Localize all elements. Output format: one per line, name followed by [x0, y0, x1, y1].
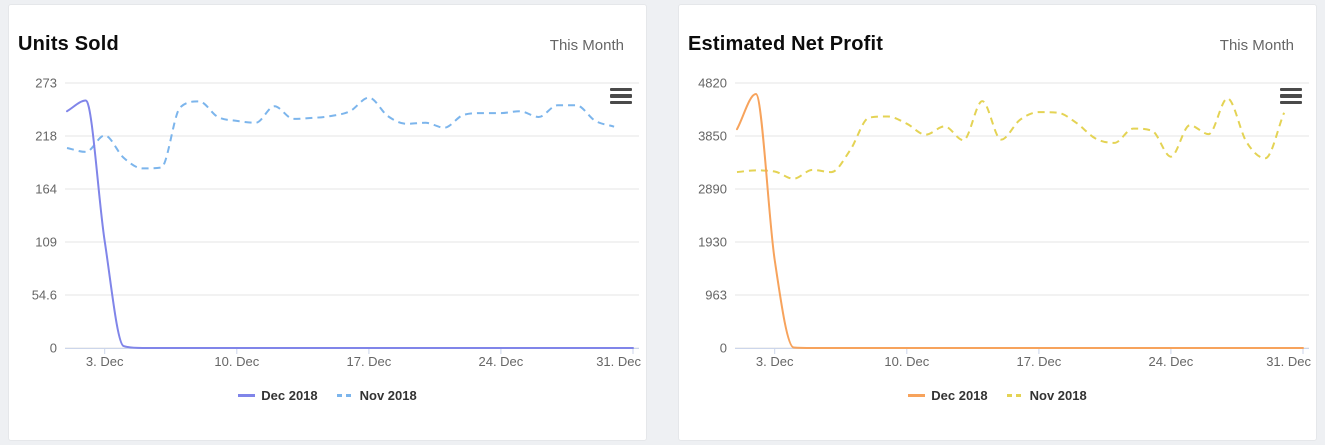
- svg-text:54.6: 54.6: [32, 288, 57, 303]
- series-lines: [736, 93, 1304, 349]
- legend-marker-solid-line: [908, 394, 926, 397]
- svg-text:31. Dec: 31. Dec: [596, 354, 641, 369]
- x-axis-labels: 3. Dec 10. Dec 17. Dec 24. Dec 31. Dec: [86, 354, 642, 369]
- legend-item-dec-2018[interactable]: Dec 2018: [908, 388, 988, 403]
- period-label: This Month: [549, 37, 624, 54]
- legend-label: Dec 2018: [931, 388, 988, 403]
- chart-legend: Dec 2018 Nov 2018: [679, 388, 1316, 403]
- svg-text:2890: 2890: [698, 182, 727, 197]
- period-label: This Month: [1219, 37, 1294, 54]
- svg-text:218: 218: [35, 129, 57, 144]
- svg-text:3850: 3850: [698, 129, 727, 144]
- chart-context-menu-button[interactable]: [1280, 88, 1302, 104]
- series-line-nov-2018: [66, 96, 615, 170]
- svg-text:24. Dec: 24. Dec: [1148, 354, 1193, 369]
- legend-label: Nov 2018: [1029, 388, 1087, 403]
- legend-marker-dashed-line: [336, 394, 354, 397]
- svg-text:31. Dec: 31. Dec: [1266, 354, 1311, 369]
- panel-header: Estimated Net Profit This Month: [688, 33, 1294, 56]
- series-lines: [66, 96, 634, 349]
- series-line-nov-2018: [736, 97, 1286, 180]
- svg-text:1930: 1930: [698, 235, 727, 250]
- y-axis-labels: 0 963 1930 2890 3850 4820: [698, 76, 727, 356]
- legend-label: Dec 2018: [261, 388, 318, 403]
- svg-text:3. Dec: 3. Dec: [86, 354, 124, 369]
- svg-text:164: 164: [35, 182, 57, 197]
- svg-text:0: 0: [720, 341, 727, 356]
- units-sold-panel: 0 54.6 109 164 218 273 3. Dec 10. Dec 17. Dec 24.…: [8, 4, 647, 441]
- chart-title: Estimated Net Profit: [688, 33, 884, 55]
- svg-text:4820: 4820: [698, 76, 727, 91]
- chart-context-menu-button[interactable]: [610, 88, 632, 104]
- svg-text:17. Dec: 17. Dec: [346, 354, 391, 369]
- hamburger-icon: [610, 88, 632, 104]
- legend-item-nov-2018[interactable]: Nov 2018: [1006, 388, 1087, 403]
- svg-text:0: 0: [50, 341, 57, 356]
- legend-item-nov-2018[interactable]: Nov 2018: [336, 388, 417, 403]
- estimated-net-profit-chart: 0 963 1930 2890 3850 4820 3. Dec 10. Dec 17. Dec…: [679, 5, 1318, 442]
- legend-marker-dashed-line: [1006, 394, 1024, 397]
- svg-text:10. Dec: 10. Dec: [884, 354, 929, 369]
- gridlines: [735, 82, 1309, 349]
- hamburger-icon: [1280, 88, 1302, 104]
- svg-text:273: 273: [35, 76, 57, 91]
- legend-marker-solid-line: [238, 394, 256, 397]
- x-axis-labels: 3. Dec 10. Dec 17. Dec 24. Dec 31. Dec: [756, 354, 1312, 369]
- svg-text:10. Dec: 10. Dec: [214, 354, 259, 369]
- svg-text:109: 109: [35, 235, 57, 250]
- panel-header: Units Sold This Month: [18, 33, 624, 56]
- chart-title: Units Sold: [18, 33, 119, 55]
- series-line-dec-2018: [66, 99, 634, 349]
- svg-text:17. Dec: 17. Dec: [1016, 354, 1061, 369]
- series-line-dec-2018: [736, 93, 1304, 349]
- svg-text:24. Dec: 24. Dec: [478, 354, 523, 369]
- svg-text:963: 963: [705, 288, 727, 303]
- gridlines: [65, 82, 639, 349]
- chart-legend: Dec 2018 Nov 2018: [9, 388, 646, 403]
- svg-text:3. Dec: 3. Dec: [756, 354, 794, 369]
- estimated-net-profit-panel: 0 963 1930 2890 3850 4820 3. Dec 10. Dec 17. Dec…: [678, 4, 1317, 441]
- legend-label: Nov 2018: [359, 388, 417, 403]
- y-axis-labels: 0 54.6 109 164 218 273: [32, 76, 57, 356]
- units-sold-chart: 0 54.6 109 164 218 273 3. Dec 10. Dec 17. Dec 24.…: [9, 5, 648, 442]
- legend-item-dec-2018[interactable]: Dec 2018: [238, 388, 318, 403]
